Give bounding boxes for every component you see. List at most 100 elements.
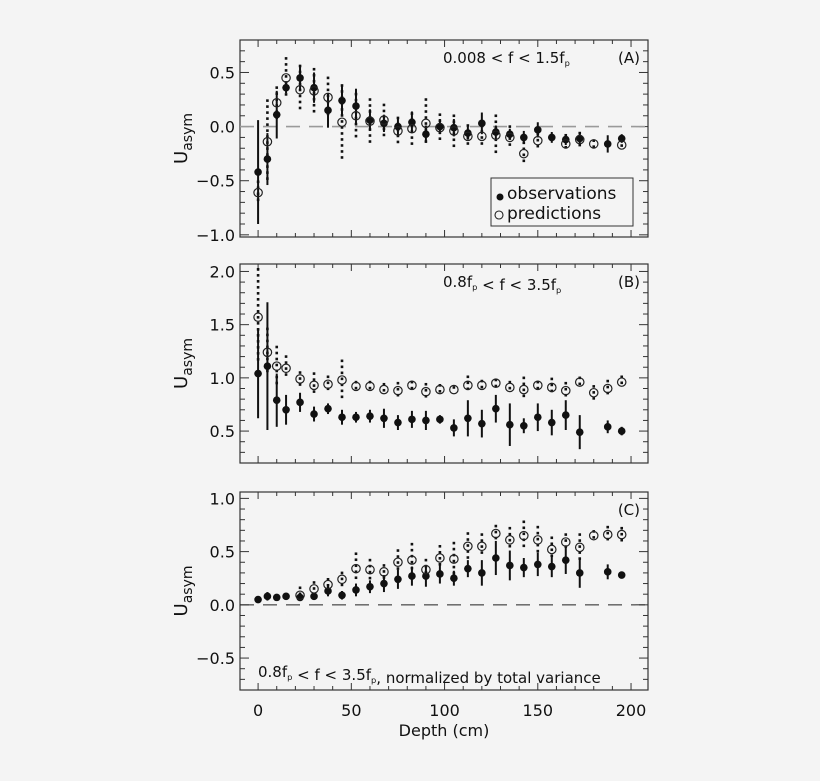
observation-point: [450, 574, 458, 583]
prediction-point: [505, 382, 515, 393]
observation-point: [338, 413, 346, 422]
observation-point: [506, 561, 514, 570]
legend-observations-text: observations: [507, 184, 617, 204]
prediction-point: [295, 84, 305, 95]
prediction-point: [574, 134, 585, 145]
observation-point: [282, 83, 290, 92]
observation-point: [422, 416, 430, 425]
observation-point: [254, 595, 262, 604]
panel-c: −0.5 0.0 0.5 1.0 Uasym 0.8fp < f < 3.5fp, nor…: [171, 489, 649, 691]
prediction-point: [463, 380, 473, 391]
observation-point: [547, 418, 556, 427]
prediction-point: [463, 131, 473, 142]
prediction-point: [616, 529, 627, 540]
y-tick-label: −0.5: [196, 172, 235, 191]
prediction-point: [574, 542, 585, 553]
observation-point: [296, 398, 304, 407]
y-tick-label: 0.0: [210, 596, 235, 615]
prediction-point: [365, 564, 375, 575]
observation-point: [547, 562, 556, 571]
x-tick-label: 150: [523, 701, 554, 720]
observation-point: [272, 110, 281, 119]
observation-point: [603, 568, 612, 576]
prediction-point: [262, 347, 273, 358]
prediction-point: [560, 385, 571, 396]
plot-frame: [239, 39, 649, 238]
prediction-point: [365, 381, 375, 392]
prediction-point: [519, 148, 529, 159]
prediction-point: [407, 123, 417, 134]
prediction-point: [393, 126, 403, 136]
prediction-point: [253, 312, 263, 323]
prediction-point: [477, 380, 487, 391]
prediction-point: [309, 86, 319, 96]
observation-point: [422, 572, 430, 580]
prediction-point: [505, 535, 515, 545]
prediction-point: [449, 126, 459, 136]
x-tick-label: 0: [253, 701, 263, 720]
observation-point: [366, 582, 374, 591]
prediction-point: [519, 384, 529, 395]
prediction-point: [546, 544, 557, 555]
prediction-point: [393, 557, 403, 568]
panel-annotation: 0.8fp < f < 3.5fp: [443, 273, 561, 295]
observation-point: [408, 415, 416, 424]
observation-point: [561, 556, 570, 564]
prediction-point: [281, 73, 291, 83]
observation-point: [464, 414, 472, 423]
observation-point: [492, 128, 500, 136]
observation-point: [310, 83, 318, 92]
observation-point: [450, 424, 458, 432]
prediction-point: [393, 385, 403, 396]
prediction-point: [309, 380, 319, 391]
observation-point: [506, 420, 514, 429]
observation-point: [352, 413, 360, 422]
observation-point: [272, 593, 281, 602]
x-axis-title: Depth (cm): [399, 721, 490, 740]
prediction-point: [421, 564, 431, 575]
observation-point: [492, 404, 500, 413]
panel-annotation: 0.008 < f < 1.5fp: [443, 49, 570, 68]
observation-point: [603, 140, 612, 148]
prediction-point: [491, 528, 501, 539]
observation-point: [352, 586, 360, 594]
observation-point: [533, 413, 542, 422]
prediction-point: [379, 567, 389, 577]
observation-point: [296, 74, 304, 82]
prediction-point: [351, 563, 361, 574]
observation-point: [352, 102, 360, 110]
prediction-point: [435, 384, 445, 395]
observation-point: [338, 96, 346, 105]
observation-point: [310, 592, 318, 601]
observation-point: [408, 572, 416, 580]
observation-point: [520, 563, 528, 572]
observation-point: [617, 427, 626, 435]
observation-point: [380, 579, 388, 588]
observation-point: [366, 412, 374, 420]
observation-point: [464, 129, 472, 137]
observation-point: [547, 133, 556, 142]
observation-point: [380, 119, 388, 128]
observation-point: [506, 130, 514, 138]
prediction-point: [379, 115, 389, 125]
prediction-point: [477, 131, 487, 142]
plot-frame: [239, 491, 649, 691]
observation-point: [324, 404, 332, 413]
observation-point: [492, 554, 500, 562]
legend-predictions-icon: [494, 210, 504, 220]
prediction-point: [449, 554, 459, 564]
observation-point: [436, 122, 444, 131]
prediction-point: [560, 139, 571, 149]
prediction-point: [546, 382, 557, 393]
prediction-point: [588, 387, 599, 398]
panel-annotation: 0.8fp < f < 3.5fp, normalized by total v…: [258, 663, 601, 687]
prediction-point: [337, 574, 347, 585]
observation-point: [324, 587, 332, 595]
observation-point: [450, 123, 458, 132]
prediction-point: [351, 381, 361, 392]
observation-point: [282, 405, 290, 414]
observation-point: [282, 592, 290, 601]
legend-observations-icon: [496, 193, 504, 201]
observation-point: [561, 411, 570, 419]
